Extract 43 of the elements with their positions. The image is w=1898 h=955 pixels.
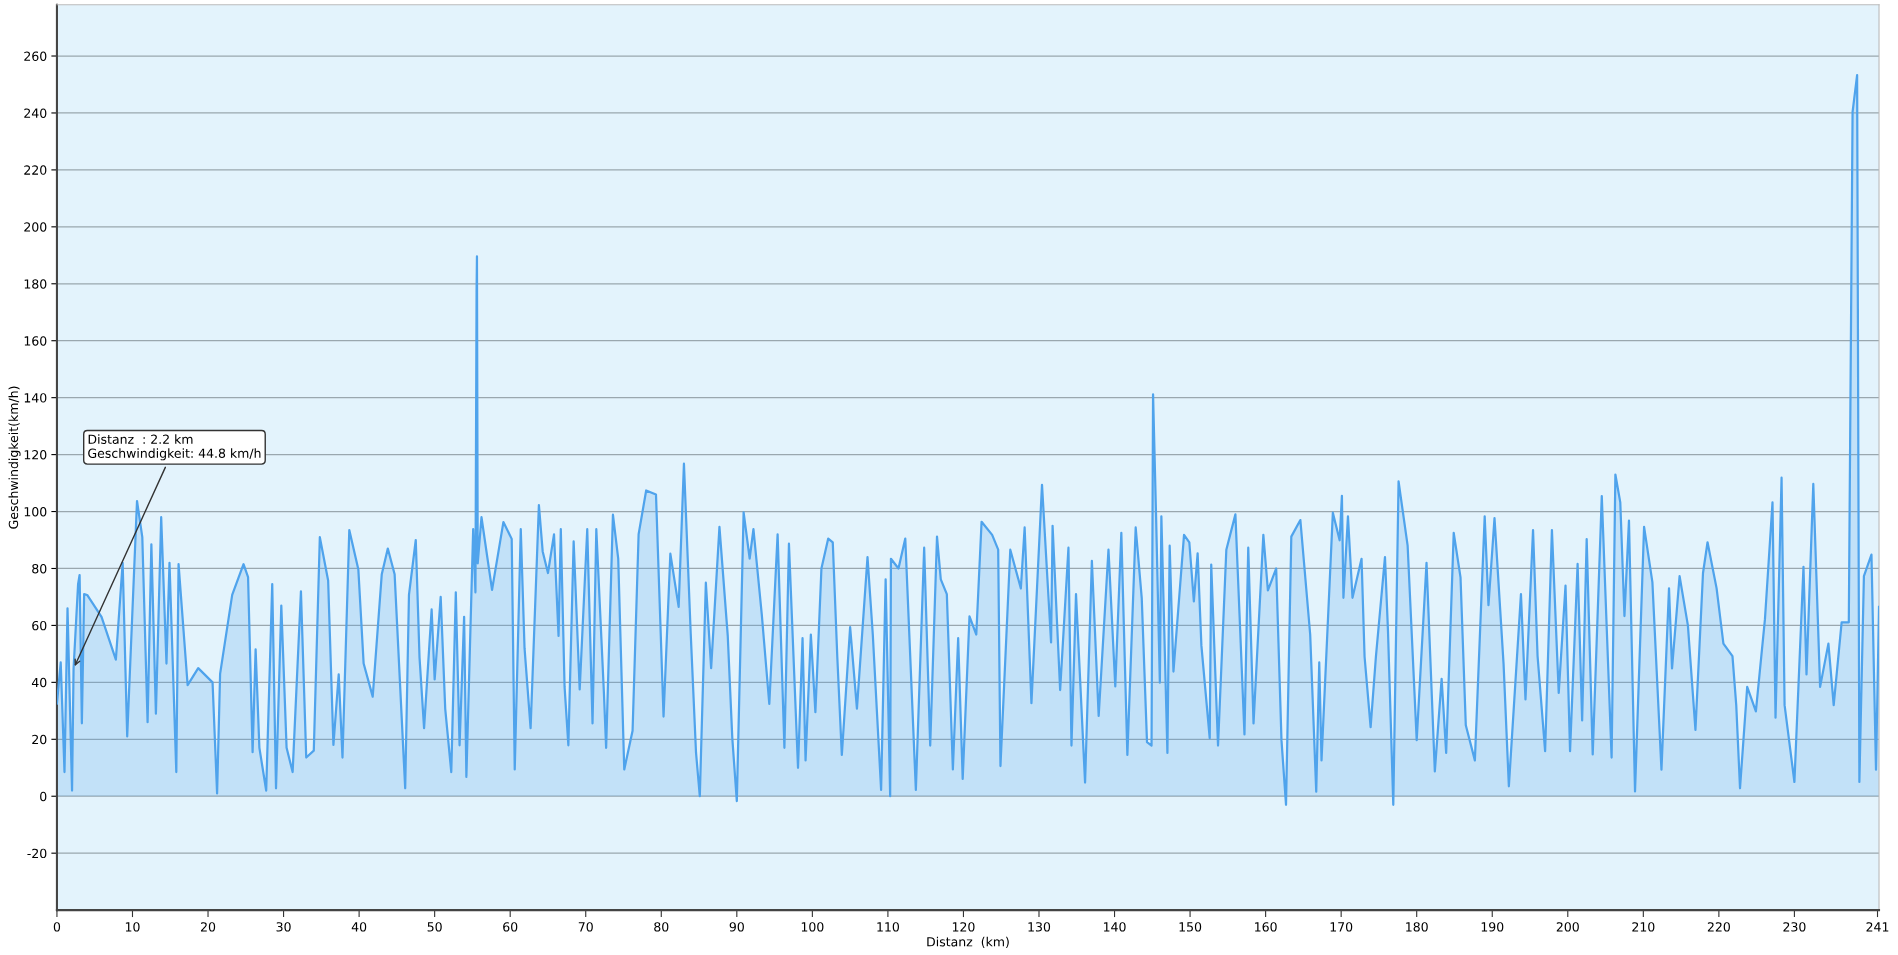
y-tick-label: 200 — [24, 222, 47, 232]
x-tick-label: 110 — [877, 922, 899, 932]
x-tick-label: 241 — [1866, 922, 1889, 932]
y-tick-label: 60 — [32, 620, 47, 631]
x-tick-label: 170 — [1330, 922, 1353, 932]
x-tick-label: 30 — [276, 922, 291, 932]
x-axis-title: Distanz (km) — [927, 936, 1009, 948]
x-tick-label: 220 — [1707, 922, 1730, 932]
x-tick-label: 100 — [801, 922, 824, 932]
x-tick-label: 180 — [1406, 922, 1428, 932]
x-tick-label: 140 — [1103, 922, 1126, 932]
x-tick-label: 160 — [1255, 922, 1277, 932]
y-tick-label: 260 — [24, 51, 47, 61]
x-tick-label: 210 — [1632, 922, 1655, 932]
y-tick-label: 120 — [24, 450, 47, 460]
x-tick-label: 0 — [53, 922, 61, 932]
y-tick-label: -20 — [27, 848, 47, 859]
y-axis-title: Geschwindigkeit(km/h) — [8, 386, 21, 529]
y-tick-label: 80 — [32, 563, 47, 574]
y-tick-label: 0 — [40, 791, 47, 802]
x-tick-label: 20 — [200, 922, 216, 932]
y-tick-label: 40 — [31, 677, 47, 688]
y-tick-label: 140 — [24, 393, 47, 403]
x-tick-label: 40 — [351, 922, 367, 932]
y-tick-label: 220 — [24, 165, 47, 175]
x-tick-label: 80 — [654, 922, 669, 932]
annotation: Distanz : 2.2 km Geschwindigkeit: 44.8 km/h — [88, 434, 261, 461]
x-tick-label: 230 — [1783, 922, 1806, 932]
y-tick-label: 20 — [32, 734, 47, 745]
x-tick-label: 70 — [578, 922, 593, 932]
y-tick-label: 160 — [24, 336, 47, 346]
x-tick-label: 10 — [125, 922, 140, 932]
y-tick-label: 240 — [24, 108, 47, 118]
x-tick-label: 130 — [1028, 922, 1051, 932]
x-tick-label: 90 — [729, 922, 744, 932]
y-tick-label: 100 — [24, 507, 47, 517]
x-tick-label: 120 — [952, 922, 975, 932]
x-tick-label: 200 — [1556, 922, 1579, 932]
x-tick-label: 60 — [503, 922, 518, 932]
x-tick-label: 190 — [1481, 922, 1504, 932]
x-tick-label: 50 — [427, 922, 442, 932]
y-tick-label: 180 — [24, 279, 47, 289]
x-tick-label: 150 — [1179, 922, 1202, 932]
